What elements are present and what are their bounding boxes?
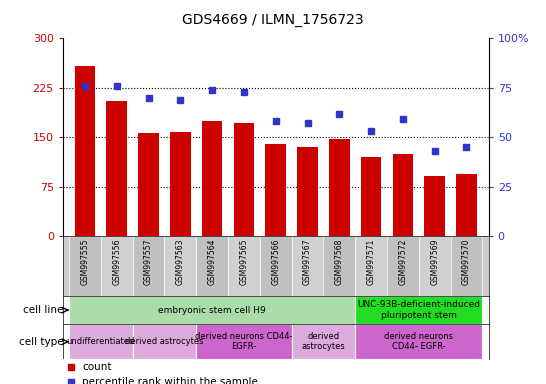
Bar [424, 175, 445, 236]
Bar [75, 66, 96, 236]
Text: GSM997564: GSM997564 [207, 238, 217, 285]
Text: GSM997568: GSM997568 [335, 238, 344, 285]
Text: cell type: cell type [19, 337, 63, 347]
Bar [419, 236, 450, 296]
Text: GSM997557: GSM997557 [144, 238, 153, 285]
Text: GSM997567: GSM997567 [303, 238, 312, 285]
Bar [69, 236, 101, 296]
Bar [329, 139, 349, 236]
Text: GSM997569: GSM997569 [430, 238, 439, 285]
Bar [196, 236, 228, 296]
Bar [355, 236, 387, 296]
Text: embryonic stem cell H9: embryonic stem cell H9 [158, 306, 266, 314]
Bar [297, 147, 318, 236]
Bar [387, 236, 419, 296]
Bar [69, 296, 355, 324]
Bar [228, 236, 260, 296]
Bar [170, 132, 191, 236]
Bar [138, 132, 159, 236]
Bar [292, 324, 355, 359]
Bar [355, 324, 482, 359]
Text: GSM997563: GSM997563 [176, 238, 185, 285]
Text: percentile rank within the sample: percentile rank within the sample [82, 376, 258, 384]
Bar [265, 144, 286, 236]
Bar [450, 236, 482, 296]
Text: derived
astrocytes: derived astrocytes [301, 332, 345, 351]
Bar [106, 101, 127, 236]
Bar [69, 324, 133, 359]
Text: derived neurons
CD44- EGFR-: derived neurons CD44- EGFR- [384, 332, 453, 351]
Bar [292, 236, 323, 296]
Bar [202, 121, 223, 236]
Text: UNC-93B-deficient-induced
pluripotent stem: UNC-93B-deficient-induced pluripotent st… [357, 300, 480, 320]
Text: undifferentiated: undifferentiated [67, 337, 135, 346]
Bar [133, 236, 164, 296]
Text: GSM997566: GSM997566 [271, 238, 280, 285]
Text: GSM997572: GSM997572 [399, 238, 407, 285]
Text: GSM997556: GSM997556 [112, 238, 121, 285]
Bar [456, 174, 477, 236]
Text: GSM997570: GSM997570 [462, 238, 471, 285]
Bar [323, 236, 355, 296]
Bar [164, 236, 196, 296]
Bar [196, 324, 292, 359]
Text: GDS4669 / ILMN_1756723: GDS4669 / ILMN_1756723 [182, 13, 364, 27]
Bar [260, 236, 292, 296]
Bar [355, 296, 482, 324]
Text: derived neurons CD44-
EGFR-: derived neurons CD44- EGFR- [195, 332, 293, 351]
Text: count: count [82, 362, 111, 372]
Text: GSM997565: GSM997565 [240, 238, 248, 285]
Bar [133, 324, 196, 359]
Text: GSM997555: GSM997555 [81, 238, 90, 285]
Text: cell line: cell line [23, 305, 63, 315]
Text: GSM997571: GSM997571 [366, 238, 376, 285]
Text: derived astrocytes: derived astrocytes [125, 337, 204, 346]
Bar [101, 236, 133, 296]
Bar [234, 123, 254, 236]
Bar [393, 154, 413, 236]
Bar [361, 157, 382, 236]
